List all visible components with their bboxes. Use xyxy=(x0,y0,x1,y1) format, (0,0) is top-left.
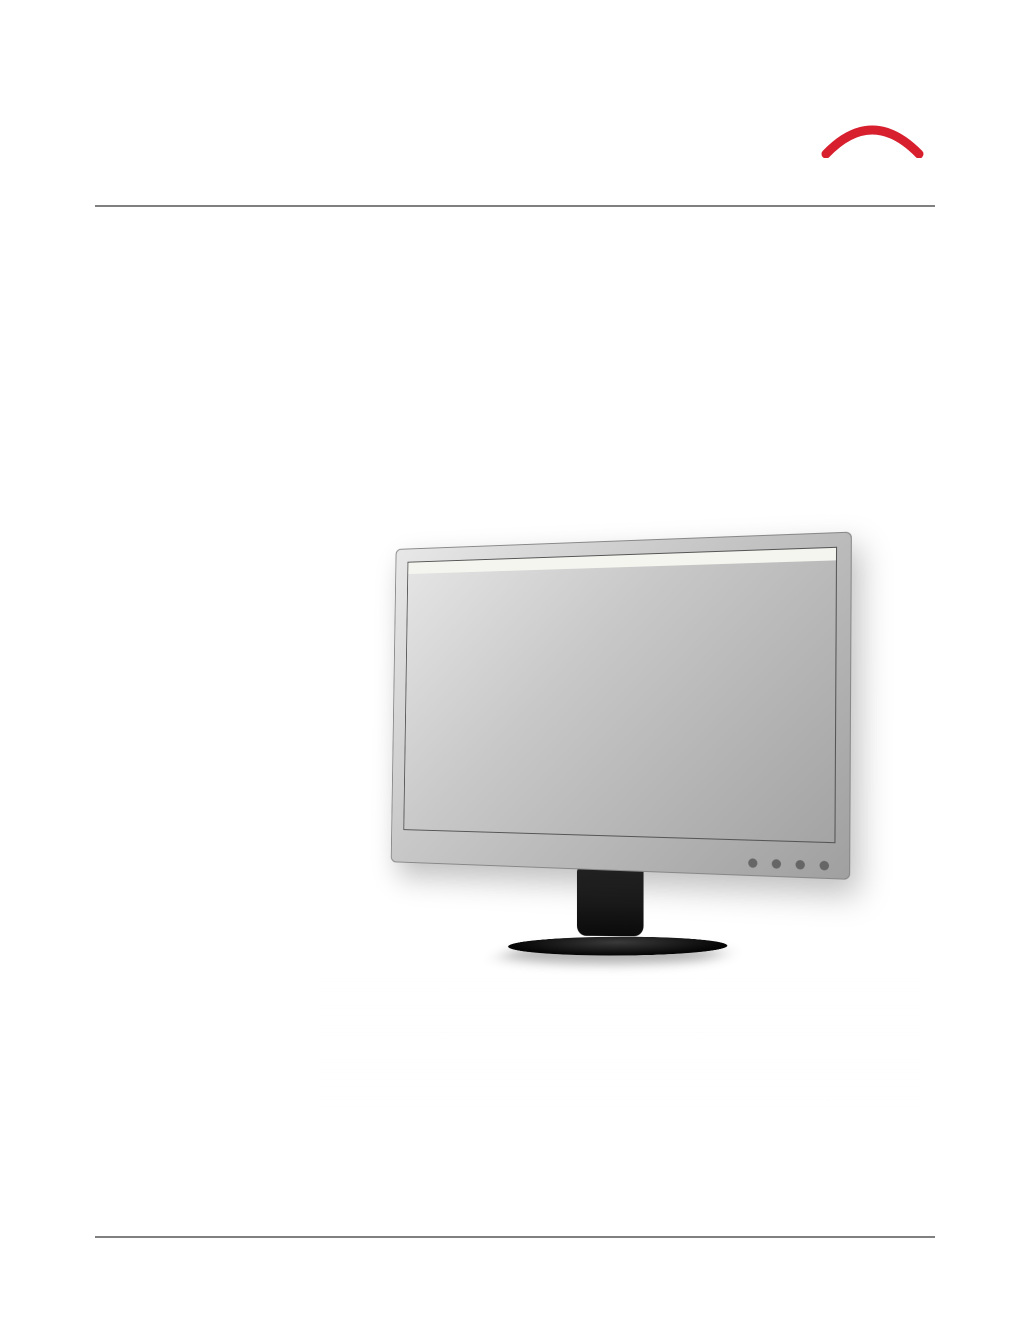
footer-rule xyxy=(95,1236,935,1238)
page-footer xyxy=(95,1236,935,1248)
reflection-fade xyxy=(320,972,920,1272)
monitor-illustration xyxy=(370,540,890,870)
page-title xyxy=(95,229,935,277)
logo-arc-icon xyxy=(820,120,925,158)
monitor-reflection xyxy=(393,759,852,972)
top-rule xyxy=(95,205,935,207)
company-logo xyxy=(820,120,925,155)
